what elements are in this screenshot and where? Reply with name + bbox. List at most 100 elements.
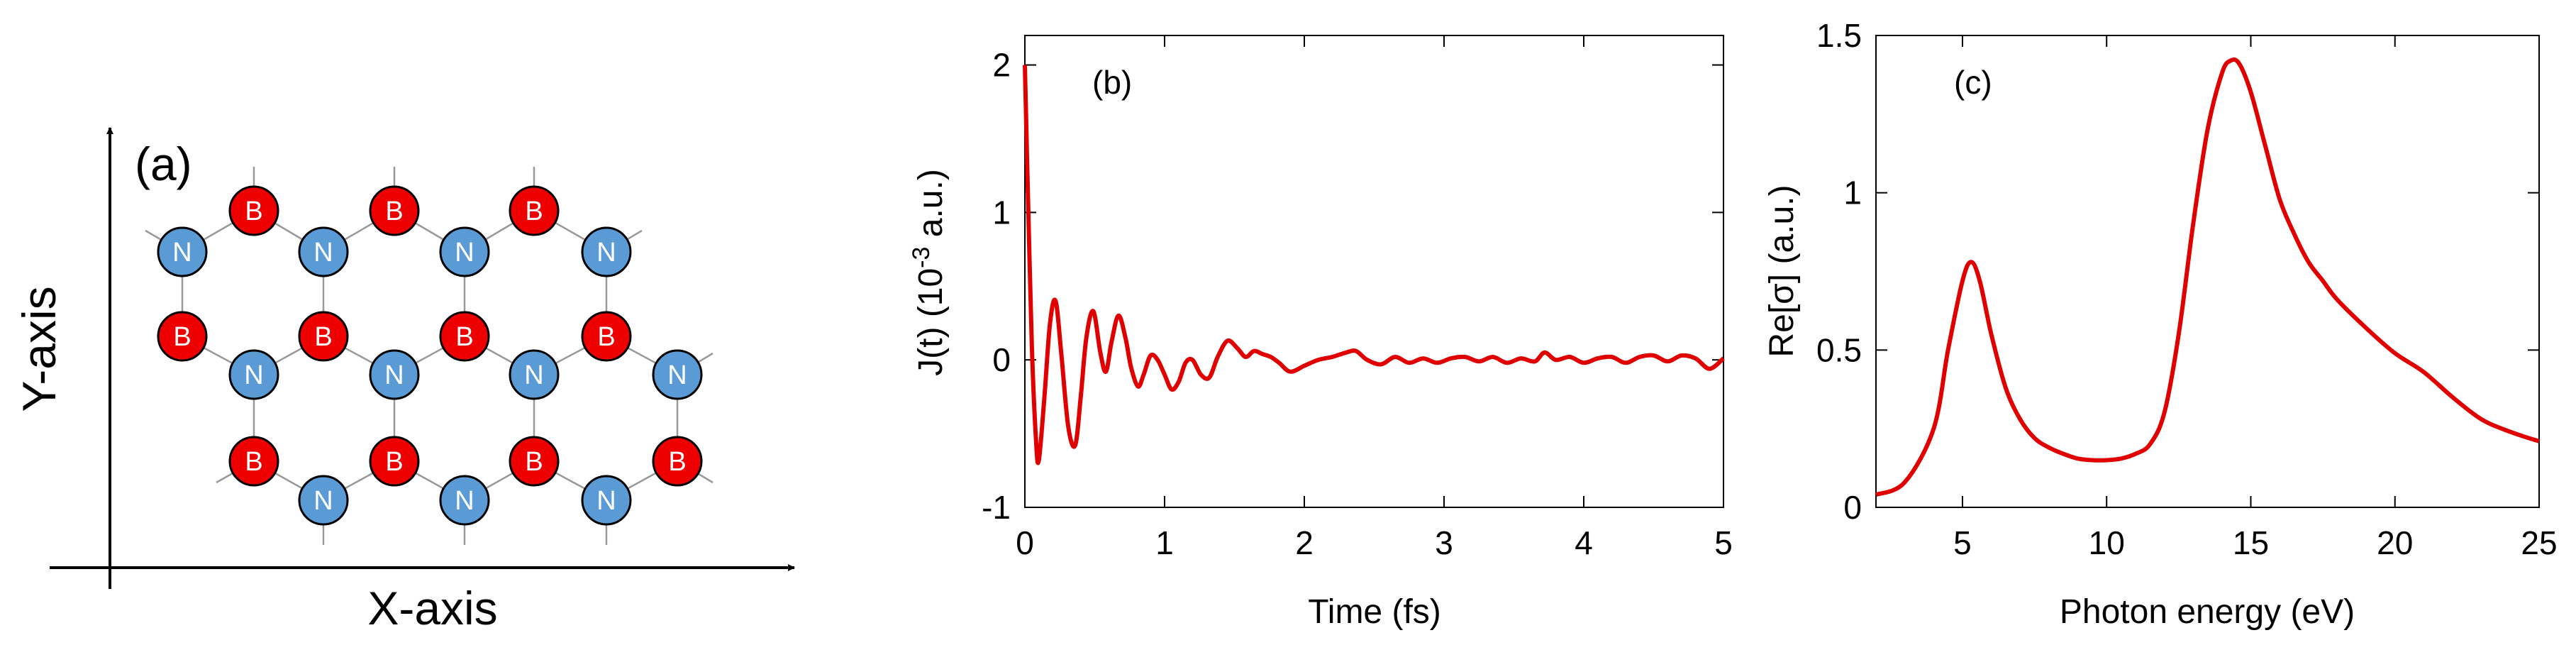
atom-circle [652, 349, 703, 400]
current-curve [1023, 65, 1725, 465]
atom-label: N [313, 238, 333, 268]
atom-label: N [524, 360, 543, 390]
y-axis-title-b-sup: -3 [908, 247, 935, 268]
plot-frame-c [1875, 35, 2540, 508]
atom-label: B [245, 447, 262, 477]
y-axis-title: Y-axis [13, 286, 65, 412]
x-tick-label: 1 [1155, 524, 1174, 561]
atom-circle [439, 475, 490, 526]
x-tick-label: 25 [2521, 524, 2557, 561]
atom-label: B [455, 322, 473, 352]
y-tick-label: 2 [992, 47, 1011, 84]
atom-label: N [667, 360, 687, 390]
axis-ticks-c [1876, 35, 2540, 508]
atom-circle [298, 475, 349, 526]
axis-ticks-b [1024, 35, 1724, 508]
boron-atom: B [369, 185, 420, 236]
atom-circle [581, 475, 632, 526]
y-tick-label: -1 [982, 489, 1011, 526]
atom-circle [369, 436, 420, 487]
atom-label: B [385, 447, 403, 477]
y-tick-label: 1 [1843, 175, 1862, 211]
atom-circle [509, 185, 560, 236]
boron-atom: B [509, 436, 560, 487]
x-tick-label: 20 [2377, 524, 2413, 561]
boron-atom: B [228, 436, 279, 487]
atom-circle [228, 349, 279, 400]
panel-label-b: (b) [1092, 64, 1132, 101]
panel-label-a: (a) [135, 138, 192, 190]
atom-circle [439, 311, 490, 362]
y-tick-label: 0 [1843, 489, 1862, 526]
nitrogen-atom: N [298, 475, 349, 526]
x-axis-title-b: Time (fs) [1308, 593, 1441, 631]
panel-a-lattice: X-axis Y-axis (a) B B B N N N N B B B B N N N N B B B B N N N [13, 127, 795, 634]
atom-label: N [596, 486, 616, 516]
atom-label: B [245, 197, 262, 226]
atom-label: N [384, 360, 404, 390]
atom-label: B [597, 322, 615, 352]
atom-circle [157, 311, 208, 362]
atom-circle [581, 226, 632, 277]
x-tick-label: 4 [1575, 524, 1593, 561]
atom-circle [369, 185, 420, 236]
x-tick-label: 2 [1295, 524, 1314, 561]
lattice-atoms: B B B N N N N B B B B N N N N B B B B N N N [157, 185, 703, 526]
nitrogen-atom: N [581, 475, 632, 526]
x-tick-label: 15 [2233, 524, 2269, 561]
atom-label: B [525, 197, 543, 226]
atom-circle [581, 311, 632, 362]
atom-label: N [172, 238, 191, 268]
atom-label: B [525, 447, 543, 477]
nitrogen-atom: N [298, 226, 349, 277]
y-tick-label: 1.5 [1816, 17, 1862, 54]
y-axis-title-b: J(t) (10-3 a.u.) [908, 169, 950, 376]
atom-label: B [385, 197, 403, 226]
y-axis-title-b-end: a.u.) [912, 169, 950, 246]
boron-atom: B [228, 185, 279, 236]
boron-atom: B [369, 436, 420, 487]
x-tick-label: 5 [1953, 524, 1972, 561]
nitrogen-atom: N [509, 349, 560, 400]
conductivity-curve [1875, 57, 2540, 497]
boron-atom: B [439, 311, 490, 362]
nitrogen-atom: N [228, 349, 279, 400]
atom-circle [652, 436, 703, 487]
atom-circle [228, 185, 279, 236]
atom-circle [298, 226, 349, 277]
y-axis-title-c: Re[σ] (a.u.) [1763, 184, 1801, 357]
y-axis-title-b-main: J(t) (10 [912, 268, 950, 376]
atom-label: N [244, 360, 263, 390]
atom-circle [298, 311, 349, 362]
atom-circle [369, 349, 420, 400]
x-tick-label: 0 [1016, 524, 1034, 561]
nitrogen-atom: N [439, 475, 490, 526]
atom-circle [439, 226, 490, 277]
atom-label: B [173, 322, 191, 352]
x-tick-label: 5 [1714, 524, 1733, 561]
panel-c-conductivity-plot: 5 10 15 20 25 0 0.5 1 1.5 (c) Photon energy (eV)… [1763, 17, 2558, 631]
atom-label: B [314, 322, 332, 352]
y-tick-label: 1 [992, 194, 1011, 231]
y-tick-label: 0.5 [1816, 331, 1862, 368]
nitrogen-atom: N [369, 349, 420, 400]
x-tick-label: 10 [2089, 524, 2125, 561]
atom-label: B [668, 447, 686, 477]
plot-frame-b [1024, 35, 1724, 508]
tick-labels-c: 5 10 15 20 25 0 0.5 1 1.5 [1816, 17, 2558, 561]
nitrogen-atom: N [581, 226, 632, 277]
boron-atom: B [157, 311, 208, 362]
atom-circle [509, 436, 560, 487]
boron-atom: B [298, 311, 349, 362]
x-tick-label: 3 [1435, 524, 1453, 561]
boron-atom: B [509, 185, 560, 236]
atom-label: N [596, 238, 616, 268]
nitrogen-atom: N [157, 226, 208, 277]
atom-circle [157, 226, 208, 277]
nitrogen-atom: N [652, 349, 703, 400]
boron-atom: B [652, 436, 703, 487]
boron-atom: B [581, 311, 632, 362]
